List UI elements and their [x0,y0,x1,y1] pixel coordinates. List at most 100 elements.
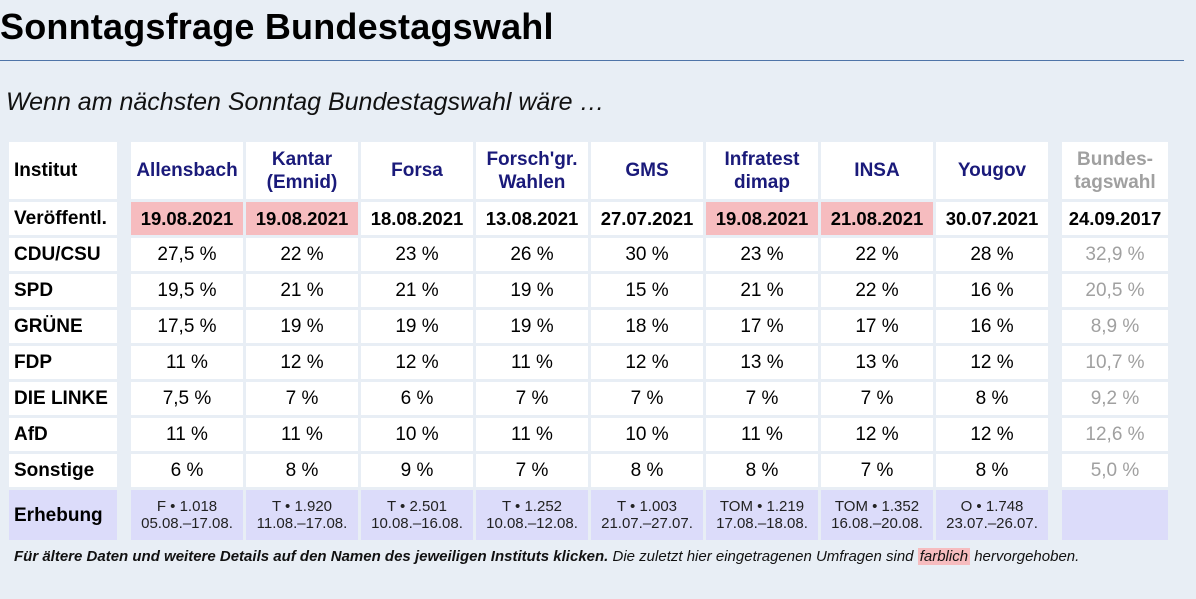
column-spacer [120,490,128,540]
institute-link-kantar-line-2: (Emnid) [266,171,338,193]
poll-value: 12 % [821,418,933,451]
party-name: FDP [9,346,117,379]
party-row: Sonstige 6 % 8 % 9 % 7 % 8 % 8 % 7 % 8 % 5,0 % [9,454,1168,487]
institute-link-yougov[interactable]: Yougov [936,142,1048,199]
poll-value: 7 % [821,454,933,487]
survey-info-line-1: TOM • 1.219 [719,498,805,515]
election-result: 12,6 % [1062,418,1168,451]
survey-info-line-2: 21.07.–27.07. [601,515,693,532]
poll-value: 15 % [591,274,703,307]
poll-value: 11 % [131,346,243,379]
institute-link-yougov-line-1: Yougov [957,160,1027,181]
poll-value: 21 % [246,274,358,307]
publication-date: 30.07.2021 [936,202,1048,235]
institute-link-forschgr-line-2: Wahlen [498,171,566,193]
institute-link-forsa[interactable]: Forsa [361,142,473,199]
survey-info: T • 1.252 10.08.–12.08. [476,490,588,540]
survey-info: T • 1.920 11.08.–17.08. [246,490,358,540]
footnote: Für ältere Daten und weitere Details auf… [14,546,1184,567]
election-result: 5,0 % [1062,454,1168,487]
poll-value: 11 % [131,418,243,451]
institute-link-forschgr-line-1: Forsch'gr. [486,148,578,170]
poll-value: 7 % [821,382,933,415]
column-spacer [1051,274,1059,307]
survey-label: Erhebung [9,490,117,540]
poll-value: 12 % [591,346,703,379]
institute-link-forschgr[interactable]: Forsch'gr. Wahlen [476,142,588,199]
poll-value: 30 % [591,238,703,271]
poll-value: 18 % [591,310,703,343]
poll-value: 19 % [246,310,358,343]
institute-link-kantar-line-1: Kantar [271,148,333,170]
publication-label: Veröffentl. [9,202,117,235]
poll-value: 12 % [361,346,473,379]
party-name: DIE LINKE [9,382,117,415]
footnote-instruction: Für ältere Daten und weitere Details auf… [14,548,609,565]
poll-value: 10 % [361,418,473,451]
poll-value: 9 % [361,454,473,487]
title-divider [0,60,1196,61]
poll-value: 13 % [706,346,818,379]
survey-info: F • 1.018 05.08.–17.08. [131,490,243,540]
publication-date: 21.08.2021 [821,202,933,235]
page-subtitle: Wenn am nächsten Sonntag Bundestagswahl … [6,88,605,116]
party-row: SPD 19,5 % 21 % 21 % 19 % 15 % 21 % 22 % 16 % 20,… [9,274,1168,307]
publication-date: 19.08.2021 [131,202,243,235]
party-name: SPD [9,274,117,307]
poll-value: 7,5 % [131,382,243,415]
poll-value: 12 % [936,418,1048,451]
election-header-line-2: tagswahl [1074,171,1156,193]
survey-info-line-1: T • 1.920 [271,498,332,515]
poll-value: 12 % [936,346,1048,379]
poll-value: 6 % [131,454,243,487]
institute-link-infratest-line-2: dimap [734,171,790,193]
poll-value: 10 % [591,418,703,451]
poll-value: 19 % [476,310,588,343]
survey-info-line-2: 10.08.–12.08. [486,515,578,532]
party-name: AfD [9,418,117,451]
party-row: DIE LINKE 7,5 % 7 % 6 % 7 % 7 % 7 % 7 % 8 % 9,2 % [9,382,1168,415]
page-scrollbar[interactable] [1184,56,1196,599]
institute-link-insa[interactable]: INSA [821,142,933,199]
poll-value: 16 % [936,310,1048,343]
column-spacer [1051,418,1059,451]
survey-info-line-1: T • 1.252 [501,498,562,515]
poll-value: 7 % [591,382,703,415]
survey-info-line-1: F • 1.018 [156,498,218,515]
survey-info: T • 1.003 21.07.–27.07. [591,490,703,540]
column-spacer [120,202,128,235]
poll-value: 27,5 % [131,238,243,271]
column-spacer [120,454,128,487]
footnote-highlight-sample: farblich [917,548,971,565]
institute-link-allensbach[interactable]: Allensbach [131,142,243,199]
column-spacer [1051,490,1059,540]
election-date: 24.09.2017 [1062,202,1168,235]
poll-value: 8 % [706,454,818,487]
poll-value: 11 % [706,418,818,451]
poll-value: 22 % [821,238,933,271]
survey-info: O • 1.748 23.07.–26.07. [936,490,1048,540]
poll-value: 21 % [706,274,818,307]
party-name: Sonstige [9,454,117,487]
institute-link-infratest[interactable]: Infratest dimap [706,142,818,199]
poll-value: 7 % [476,454,588,487]
column-spacer [1051,346,1059,379]
survey-info-line-2: 17.08.–18.08. [716,515,808,532]
survey-info-line-2: 05.08.–17.08. [141,515,233,532]
institute-link-gms[interactable]: GMS [591,142,703,199]
poll-value: 17 % [821,310,933,343]
poll-table: Institut Allensbach Kantar (Emnid) Forsa Fors… [6,139,1171,543]
survey-info-line-1: O • 1.748 [960,498,1024,515]
poll-value: 8 % [591,454,703,487]
publication-row: Veröffentl. 19.08.2021 19.08.2021 18.08.202… [9,202,1168,235]
institute-link-kantar[interactable]: Kantar (Emnid) [246,142,358,199]
poll-value: 7 % [476,382,588,415]
poll-value: 7 % [246,382,358,415]
column-spacer [120,346,128,379]
poll-value: 8 % [936,382,1048,415]
publication-date: 19.08.2021 [246,202,358,235]
footnote-text: Die zuletzt hier eingetragenen Umfragen … [608,548,918,565]
institute-link-allensbach-line-1: Allensbach [136,160,238,181]
institute-link-insa-line-1: INSA [854,160,900,181]
survey-info-line-1: TOM • 1.352 [834,498,920,515]
